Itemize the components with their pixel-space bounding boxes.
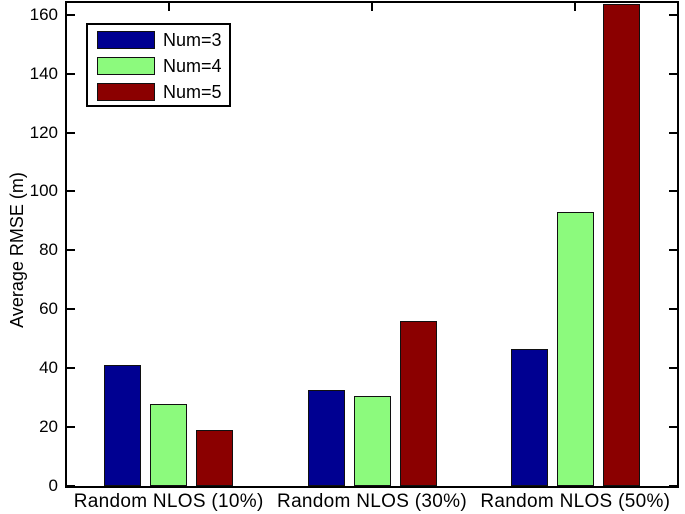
y-tick-mark xyxy=(67,249,75,252)
legend-label: Num=5 xyxy=(163,82,222,102)
bar xyxy=(353,396,391,486)
bar xyxy=(196,430,234,486)
y-tick-mark xyxy=(67,72,75,75)
bar xyxy=(307,390,345,486)
legend: Num=3 Num=4 Num=5 xyxy=(86,23,231,107)
legend-label: Num=4 xyxy=(163,56,222,76)
plot-area: Num=3 Num=4 Num=5 xyxy=(65,1,679,488)
bar xyxy=(510,349,548,486)
y-tick-label: 0 xyxy=(48,476,58,495)
y-tick-mark xyxy=(67,13,75,16)
legend-color-swatch xyxy=(97,83,155,101)
plot-inner-area xyxy=(67,3,677,486)
y-tick-label: 60 xyxy=(39,299,58,319)
y-tick-mark xyxy=(67,367,75,370)
y-tick-label: 80 xyxy=(39,240,58,260)
legend-item: Num=5 xyxy=(97,79,229,105)
bar xyxy=(602,4,640,486)
y-tick-mark xyxy=(669,249,677,252)
y-tick-label: 160 xyxy=(29,4,58,24)
y-tick-mark xyxy=(669,190,677,193)
y-tick-mark xyxy=(669,367,677,370)
legend-item: Num=3 xyxy=(97,27,229,53)
bar xyxy=(556,212,594,486)
y-tick-mark xyxy=(669,131,677,134)
y-tick-label: 20 xyxy=(39,417,58,437)
x-tick-mark xyxy=(167,3,170,11)
y-tick-mark xyxy=(67,131,75,134)
y-tick-label: 140 xyxy=(29,63,58,83)
legend-label: Num=3 xyxy=(163,30,222,50)
bar xyxy=(399,321,437,486)
legend-color-swatch xyxy=(97,31,155,49)
y-tick-label: 40 xyxy=(39,358,58,378)
y-tick-label: 120 xyxy=(29,122,58,142)
y-tick-label: 100 xyxy=(29,181,58,201)
bar xyxy=(104,365,142,486)
legend-item: Num=4 xyxy=(97,53,229,79)
y-tick-mark xyxy=(669,308,677,311)
y-tick-mark xyxy=(67,190,75,193)
x-category-label: Random NLOS (10%) xyxy=(73,491,264,512)
x-category-label: Random NLOS (30%) xyxy=(277,491,467,512)
y-tick-mark xyxy=(669,426,677,429)
bar xyxy=(150,403,188,486)
y-tick-mark xyxy=(67,485,75,486)
x-tick-mark xyxy=(574,3,577,11)
legend-color-swatch xyxy=(97,57,155,75)
x-tick-mark xyxy=(371,3,373,11)
x-category-label: Random NLOS (50%) xyxy=(480,491,671,512)
y-tick-mark xyxy=(669,72,677,75)
y-tick-mark xyxy=(669,485,677,486)
y-tick-mark xyxy=(67,426,75,429)
y-tick-mark xyxy=(669,13,677,16)
y-tick-mark xyxy=(67,308,75,311)
